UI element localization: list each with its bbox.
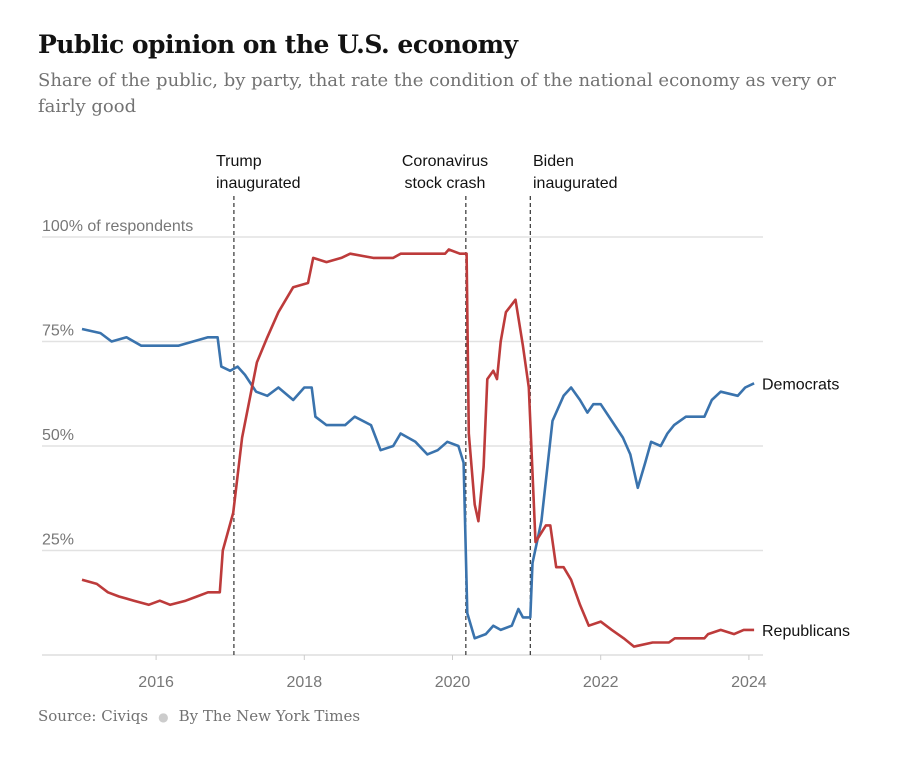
event-label: Coronavirus [402, 153, 488, 170]
byline: By The New York Times [178, 707, 361, 725]
x-tick-label: 2024 [731, 674, 767, 691]
event-label: inaugurated [216, 175, 301, 192]
x-tick-label: 2020 [435, 674, 471, 691]
event-label: inaugurated [533, 175, 618, 192]
y-tick-label: 50% [42, 427, 74, 444]
y-tick-label: 100% of respondents [42, 218, 193, 235]
series-label-democrats: Democrats [762, 376, 839, 393]
chart-subtitle: Share of the public, by party, that rate… [38, 70, 836, 117]
event-label: Biden [533, 153, 574, 170]
x-tick-label: 2018 [287, 674, 323, 691]
y-tick-label: 75% [42, 323, 74, 340]
footer: Source: Civiqs ● By The New York Times [38, 707, 360, 725]
chart-title: Public opinion on the U.S. economy [38, 30, 518, 59]
source-credit: Source: Civiqs [38, 707, 149, 725]
separator-dot: ● [158, 710, 169, 724]
event-label: stock crash [405, 175, 486, 192]
event-label: Trump [216, 153, 262, 170]
y-tick-label: 25% [42, 532, 74, 549]
x-tick-label: 2016 [138, 674, 174, 691]
series-line-democrats [81, 327, 755, 640]
series-line-republicans [81, 248, 755, 648]
series-label-republicans: Republicans [762, 623, 850, 640]
x-tick-label: 2022 [583, 674, 619, 691]
